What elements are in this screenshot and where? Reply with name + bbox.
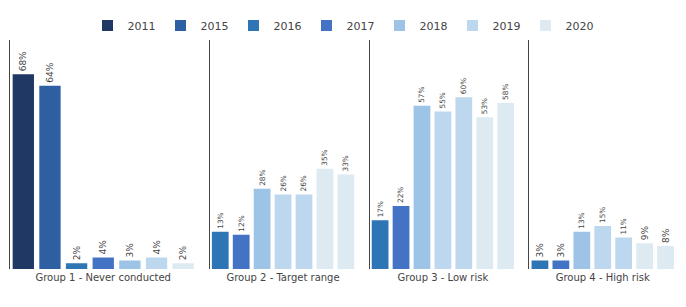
svg-text:11%: 11% bbox=[619, 218, 628, 234]
svg-text:Group 2 - Target range: Group 2 - Target range bbox=[226, 272, 339, 283]
svg-text:22%: 22% bbox=[396, 187, 405, 203]
svg-text:68%: 68% bbox=[18, 51, 28, 71]
svg-text:64%: 64% bbox=[45, 62, 55, 82]
svg-text:2015: 2015 bbox=[201, 20, 229, 33]
svg-text:26%: 26% bbox=[299, 175, 308, 191]
svg-text:2018: 2018 bbox=[420, 20, 448, 33]
svg-text:2017: 2017 bbox=[347, 20, 375, 33]
svg-text:13%: 13% bbox=[577, 212, 586, 228]
svg-text:2019: 2019 bbox=[493, 20, 521, 33]
svg-text:2011: 2011 bbox=[128, 20, 156, 33]
svg-text:2%: 2% bbox=[72, 246, 82, 261]
svg-text:12%: 12% bbox=[237, 215, 246, 231]
svg-text:33%: 33% bbox=[341, 155, 350, 171]
svg-text:8%: 8% bbox=[661, 228, 671, 243]
svg-text:55%: 55% bbox=[438, 92, 447, 108]
svg-text:3%: 3% bbox=[535, 243, 545, 258]
svg-text:2%: 2% bbox=[178, 246, 188, 261]
svg-text:28%: 28% bbox=[258, 169, 267, 185]
svg-text:4%: 4% bbox=[152, 240, 162, 255]
svg-text:4%: 4% bbox=[98, 240, 108, 255]
svg-text:26%: 26% bbox=[279, 175, 288, 191]
svg-text:60%: 60% bbox=[459, 78, 468, 94]
svg-text:53%: 53% bbox=[480, 98, 489, 114]
svg-text:15%: 15% bbox=[598, 207, 607, 223]
svg-text:Group 4 - High risk: Group 4 - High risk bbox=[556, 272, 650, 283]
svg-text:57%: 57% bbox=[417, 86, 426, 102]
svg-text:17%: 17% bbox=[376, 201, 385, 217]
svg-text:Group 1 - Never conducted: Group 1 - Never conducted bbox=[35, 272, 171, 283]
svg-text:Group 3 - Low risk: Group 3 - Low risk bbox=[398, 272, 489, 283]
svg-text:3%: 3% bbox=[125, 243, 135, 258]
svg-text:2020: 2020 bbox=[566, 20, 594, 33]
svg-text:3%: 3% bbox=[556, 243, 566, 258]
svg-text:2016: 2016 bbox=[274, 20, 302, 33]
svg-text:35%: 35% bbox=[320, 149, 329, 165]
svg-text:58%: 58% bbox=[501, 84, 510, 100]
svg-text:9%: 9% bbox=[640, 226, 650, 241]
svg-text:13%: 13% bbox=[216, 212, 225, 228]
